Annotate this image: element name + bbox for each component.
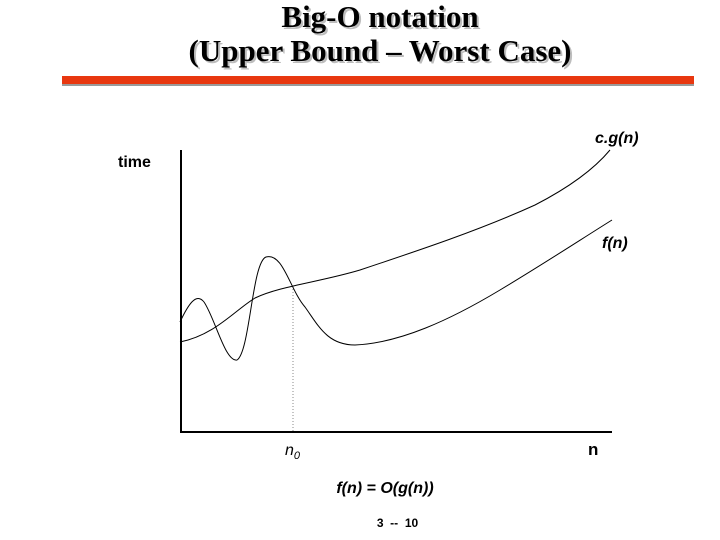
n0-label-base: n (285, 442, 294, 459)
fn-curve (179, 219, 613, 361)
slide-title-line-1: Big-O notation (281, 0, 479, 34)
x-axis-label: n (588, 440, 598, 459)
big-o-formula: f(n) = O(g(n)) (336, 480, 434, 497)
slide-title: Big-O notation (Upper Bound – Worst Case… (0, 0, 720, 68)
title-underline (62, 76, 694, 84)
n0-label: n0 (285, 442, 301, 462)
cgn-label: c.g(n) (595, 130, 639, 147)
page-number: 3 -- 10 (376, 516, 419, 530)
fn-label: f(n) (602, 235, 628, 252)
n0-label-subscript: 0 (294, 450, 301, 462)
y-axis-label: time (118, 154, 151, 171)
slide-title-line-2: (Upper Bound – Worst Case) (188, 33, 572, 68)
cgn-curve (179, 149, 611, 343)
